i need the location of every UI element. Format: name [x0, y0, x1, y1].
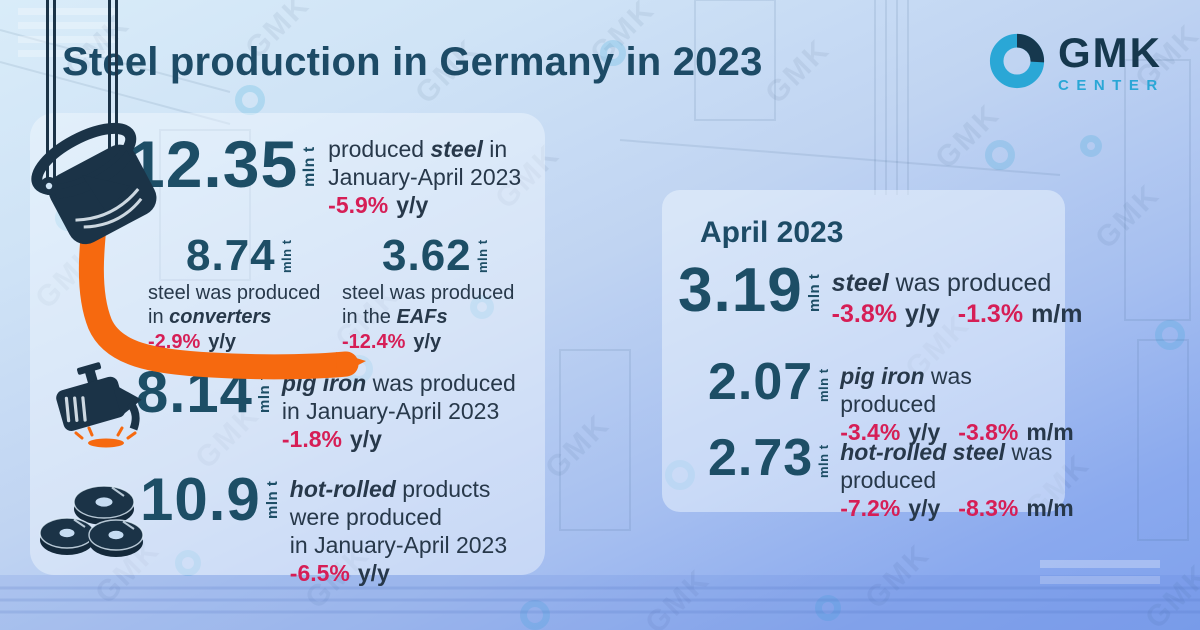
delta-yoy: -3.4% [840, 419, 901, 446]
stat-steel-total: 12.35 mln t produced steel in January-Ap… [128, 127, 522, 219]
gmk-logo: GMK CENTER [988, 32, 1165, 94]
delta-yoy: -12.4% [342, 330, 406, 353]
page-title: Steel production in Germany in 2023 [62, 40, 763, 84]
logo-subtext: CENTER [1058, 77, 1165, 94]
stat-april-steel: 3.19 mln t steel was produced -3.8% y/y -1… [678, 256, 1083, 329]
delta-yoy: -3.8% [831, 299, 897, 328]
delta-yoy: -7.2% [840, 495, 901, 522]
stat-desc: produced steel in January-April 2023 -5.… [328, 136, 522, 219]
pig-iron-ladle-icon [56, 362, 142, 448]
logo-text: GMK CENTER [1058, 29, 1165, 95]
delta-yoy: -1.8% [281, 426, 342, 453]
delta-mom: -3.8% [958, 419, 1019, 446]
stat-desc: pig iron was produced -3.4% y/y -3.8% m/m [840, 363, 1074, 446]
stat-value: 12.35 [128, 127, 299, 201]
april-panel: April 2023 3.19 mln t steel was produced… [662, 190, 1082, 521]
stat-value: 8.74 [186, 231, 276, 280]
stat-converters: 8.74 mln t steel was produced in convert… [148, 231, 348, 354]
stat-desc: hot-rolled steel was produced -7.2% y/y -8… [840, 439, 1074, 522]
logo-wordmark: GMK [1058, 29, 1162, 76]
stat-desc: hot-rolled products were produced in Jan… [289, 476, 508, 587]
stat-april-hot-rolled: 2.73 mln t hot-rolled steel was produced… [708, 429, 1074, 522]
stat-hot-rolled: 10.9 mln t hot-rolled products were prod… [140, 466, 508, 587]
delta-yoy: -2.9% [148, 330, 201, 353]
stat-desc: steel was produced in converters -2.9% y/… [148, 281, 321, 353]
stat-desc: pig iron was produced in January-April 2… [281, 370, 516, 453]
april-panel-heading: April 2023 [700, 216, 844, 249]
stat-desc: steel was produced -3.8% y/y -1.3% m/m [831, 269, 1083, 328]
stat-value: 3.62 [382, 231, 472, 280]
delta-yoy: -5.9% [328, 192, 389, 219]
delta-mom: -8.3% [958, 495, 1019, 522]
delta-mom: -1.3% [957, 299, 1024, 328]
crane-ladle-icon [31, 0, 157, 245]
stat-eafs: 3.62 mln t steel was produced in the EAF… [342, 231, 537, 354]
steel-coils-icon [39, 485, 144, 557]
logo-donut-icon [989, 33, 1045, 89]
stat-value: 2.73 [708, 429, 814, 487]
stat-value: 3.19 [678, 256, 803, 325]
stat-value: 10.9 [140, 466, 261, 533]
stat-desc: steel was produced in the EAFs -12.4% y/y [342, 281, 515, 353]
stat-value: 2.07 [708, 353, 814, 411]
delta-yoy: -6.5% [289, 560, 350, 587]
bottom-pipe-band [0, 575, 1200, 630]
stat-april-pig-iron: 2.07 mln t pig iron was produced -3.4% y/… [708, 353, 1074, 446]
